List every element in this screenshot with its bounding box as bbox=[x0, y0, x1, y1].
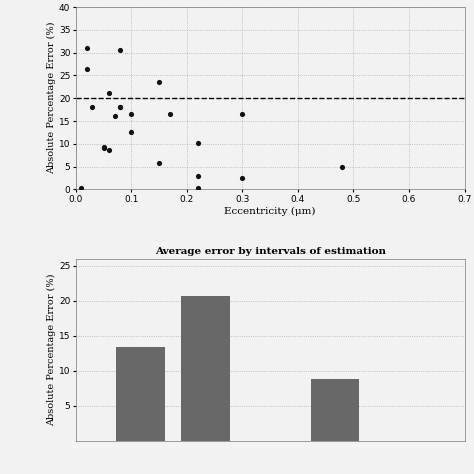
Point bbox=[111, 112, 118, 119]
Point bbox=[194, 139, 202, 146]
Point bbox=[78, 184, 85, 192]
Point bbox=[105, 146, 113, 154]
Y-axis label: Absolute Percentage Error (%): Absolute Percentage Error (%) bbox=[47, 22, 56, 174]
Point bbox=[89, 103, 96, 111]
Point bbox=[100, 145, 108, 152]
Bar bbox=[116, 347, 165, 441]
Point bbox=[338, 163, 346, 171]
Bar bbox=[181, 296, 230, 441]
Point bbox=[166, 110, 174, 118]
Point bbox=[128, 128, 135, 136]
Point bbox=[83, 45, 91, 52]
Point bbox=[194, 184, 202, 192]
Bar bbox=[310, 379, 359, 441]
Point bbox=[105, 89, 113, 97]
Point bbox=[128, 110, 135, 118]
Point bbox=[238, 174, 246, 182]
Y-axis label: Absolute Percentage Error (%): Absolute Percentage Error (%) bbox=[47, 273, 56, 426]
Point bbox=[155, 79, 163, 86]
Point bbox=[117, 103, 124, 111]
Title: Average error by intervals of estimation: Average error by intervals of estimation bbox=[155, 247, 386, 256]
Point bbox=[117, 103, 124, 111]
Point bbox=[238, 110, 246, 118]
Point bbox=[83, 65, 91, 73]
Point bbox=[100, 144, 108, 151]
Point bbox=[117, 46, 124, 54]
X-axis label: Eccentricity (μm): Eccentricity (μm) bbox=[224, 207, 316, 216]
Point bbox=[194, 172, 202, 180]
Point bbox=[155, 160, 163, 167]
